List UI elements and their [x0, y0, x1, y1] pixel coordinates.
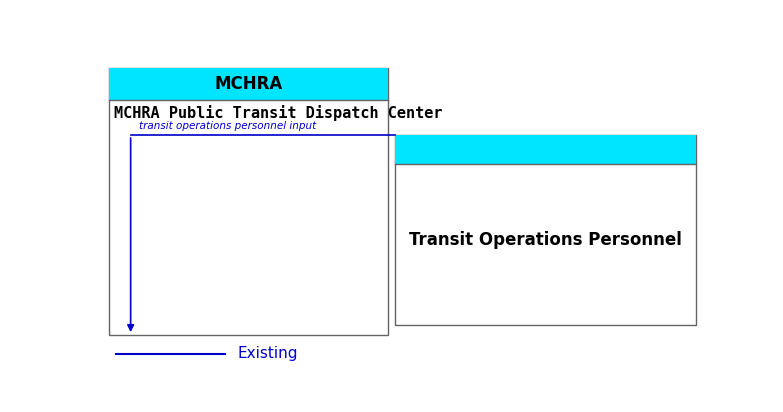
Bar: [109, 68, 388, 100]
Text: Existing: Existing: [237, 346, 298, 361]
Text: MCHRA: MCHRA: [215, 75, 283, 94]
Bar: [395, 135, 695, 325]
Text: MCHRA Public Transit Dispatch Center: MCHRA Public Transit Dispatch Center: [114, 105, 442, 121]
Bar: [109, 68, 388, 335]
Text: Transit Operations Personnel: Transit Operations Personnel: [409, 231, 682, 249]
Bar: [395, 135, 695, 164]
Text: transit operations personnel input: transit operations personnel input: [139, 121, 316, 131]
